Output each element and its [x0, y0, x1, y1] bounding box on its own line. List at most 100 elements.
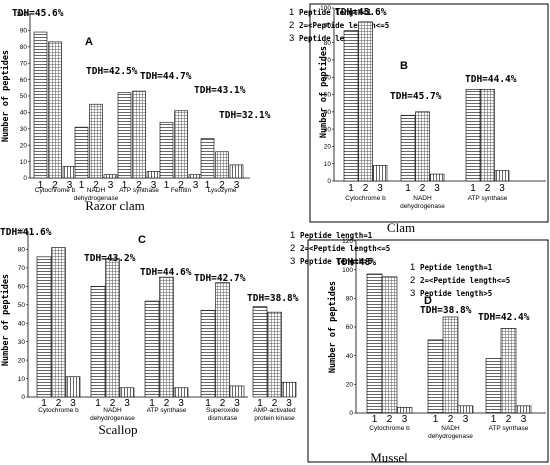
y-tick-label: 80 — [18, 247, 26, 254]
y-tick-label: 120 — [342, 238, 353, 245]
bar-number-label: 1 — [257, 398, 263, 409]
bar-number-label: 3 — [70, 398, 76, 409]
y-tick-label: 40 — [324, 109, 332, 116]
category-label: NADH — [413, 195, 432, 202]
tdh-annotation: TDH=42.5% — [86, 66, 138, 77]
bar-number-label: 2 — [506, 414, 512, 425]
bar — [188, 174, 203, 179]
bar — [500, 328, 517, 414]
bar-number-label: 2 — [272, 398, 278, 409]
legend-number: 2 — [290, 243, 295, 254]
tdh-annotation: TDH=43.1% — [194, 85, 246, 96]
y-tick-label: 100 — [16, 11, 27, 18]
bar-number-label: 3 — [67, 180, 73, 191]
bar-number-label: 3 — [434, 183, 440, 194]
bar-number-label: 1 — [122, 180, 128, 191]
bar — [480, 89, 495, 182]
bar-number-label: 1 — [164, 180, 170, 191]
y-tick-label: 30 — [20, 126, 28, 133]
bar — [200, 310, 216, 398]
category-label: dehydrogenase — [400, 203, 445, 210]
legend-label: Peptide length>5 — [300, 257, 372, 266]
category-label: NADH — [441, 425, 460, 432]
bar — [429, 173, 445, 182]
legend-label: Peptide length=1 — [420, 263, 493, 272]
panel-b: 0 10 20 30 40 50 60 70 80 90 100 Number of peptides… — [309, 3, 549, 235]
bar-number-label: 3 — [151, 180, 157, 191]
bar — [457, 405, 474, 414]
y-tick-label: 50 — [20, 93, 28, 100]
bar-number-label: 1 — [38, 180, 44, 191]
bar — [119, 387, 135, 398]
y-tick-label: 20 — [324, 144, 332, 151]
category-label: Cytochrome b — [35, 187, 76, 194]
bar-number-label: 3 — [402, 414, 408, 425]
bar-number-label: 1 — [470, 183, 476, 194]
bar — [174, 110, 188, 179]
bar-number-label: 2 — [136, 180, 142, 191]
y-tick-label: 70 — [18, 265, 26, 272]
category-label: Superoxide — [206, 407, 239, 414]
y-tick-label: 60 — [346, 324, 354, 331]
category-label: ATP synthase — [489, 425, 529, 432]
y-tick-label: 30 — [18, 339, 26, 346]
bar — [65, 376, 81, 398]
category-label: Ferritin — [171, 187, 192, 194]
category-label: Lysozyme — [207, 187, 236, 194]
y-tick-label: 70 — [324, 57, 332, 64]
bar — [281, 381, 297, 398]
bar — [33, 31, 48, 179]
bar-number-label: 3 — [499, 183, 505, 194]
category-label: protein kinase — [254, 415, 295, 422]
bar-number-label: 3 — [108, 180, 114, 191]
y-tick-label: 80 — [20, 44, 28, 51]
panel-letter: A — [85, 36, 93, 48]
y-tick-label: 10 — [324, 161, 332, 168]
bar — [51, 247, 66, 398]
y-tick-label: 100 — [342, 267, 353, 274]
panel-letter: C — [138, 234, 146, 246]
legend-number: 3 — [289, 33, 294, 44]
panel-frame — [309, 3, 549, 223]
y-axis-label: Number of peptides — [0, 50, 11, 142]
category-label: NADH — [103, 407, 122, 414]
bar-number-label: 2 — [56, 398, 62, 409]
tdh-annotation: TDH=41.6% — [0, 227, 52, 238]
bar — [229, 164, 244, 179]
tdh-annotation: TDH=38.8% — [420, 305, 472, 316]
y-tick-label: 0 — [349, 410, 353, 417]
tdh-annotation: TDH=45.6% — [335, 7, 387, 18]
bar — [159, 276, 174, 398]
category-label: dehydrogenase — [74, 195, 119, 202]
bar — [146, 171, 161, 179]
category-label: AMP-activated — [253, 407, 296, 414]
panel-frame — [307, 239, 549, 463]
legend-label: Peptide length=1 — [300, 231, 373, 240]
bar-number-label: 2 — [52, 180, 58, 191]
bar-number-label: 2 — [110, 398, 116, 409]
bar-number-label: 3 — [234, 180, 240, 191]
bar-number-label: 2 — [220, 398, 226, 409]
bar-number-label: 1 — [205, 180, 211, 191]
y-tick-label: 0 — [327, 178, 331, 185]
tdh-annotation: TDH=38.8% — [247, 293, 299, 304]
y-tick-label: 100 — [320, 5, 331, 12]
category-label: dehydrogenase — [90, 415, 135, 422]
bar-number-label: 1 — [41, 398, 47, 409]
bar — [267, 311, 282, 398]
bar-number-label: 3 — [377, 183, 383, 194]
y-tick-label: 10 — [18, 376, 26, 383]
bar-number-label: 3 — [234, 398, 240, 409]
category-label: Cytochrome b — [345, 195, 386, 202]
legend-label: 2=<Peptide length<=5 — [300, 244, 390, 253]
category-label: dismutase — [208, 415, 238, 422]
bar — [200, 138, 215, 179]
panel-caption: Scallop — [99, 422, 138, 437]
bar-number-label: 2 — [164, 398, 170, 409]
y-tick-label: 80 — [324, 40, 332, 47]
bar — [415, 111, 430, 182]
panel-letter: D — [424, 295, 432, 307]
tdh-annotation: TDH=45.7% — [390, 91, 442, 102]
bar-number-label: 2 — [93, 180, 99, 191]
